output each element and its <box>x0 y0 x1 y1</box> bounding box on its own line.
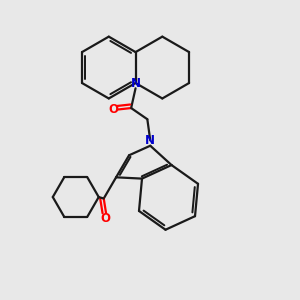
Text: N: N <box>131 76 141 89</box>
Text: O: O <box>100 212 110 225</box>
Text: O: O <box>109 103 118 116</box>
Text: N: N <box>145 134 155 147</box>
